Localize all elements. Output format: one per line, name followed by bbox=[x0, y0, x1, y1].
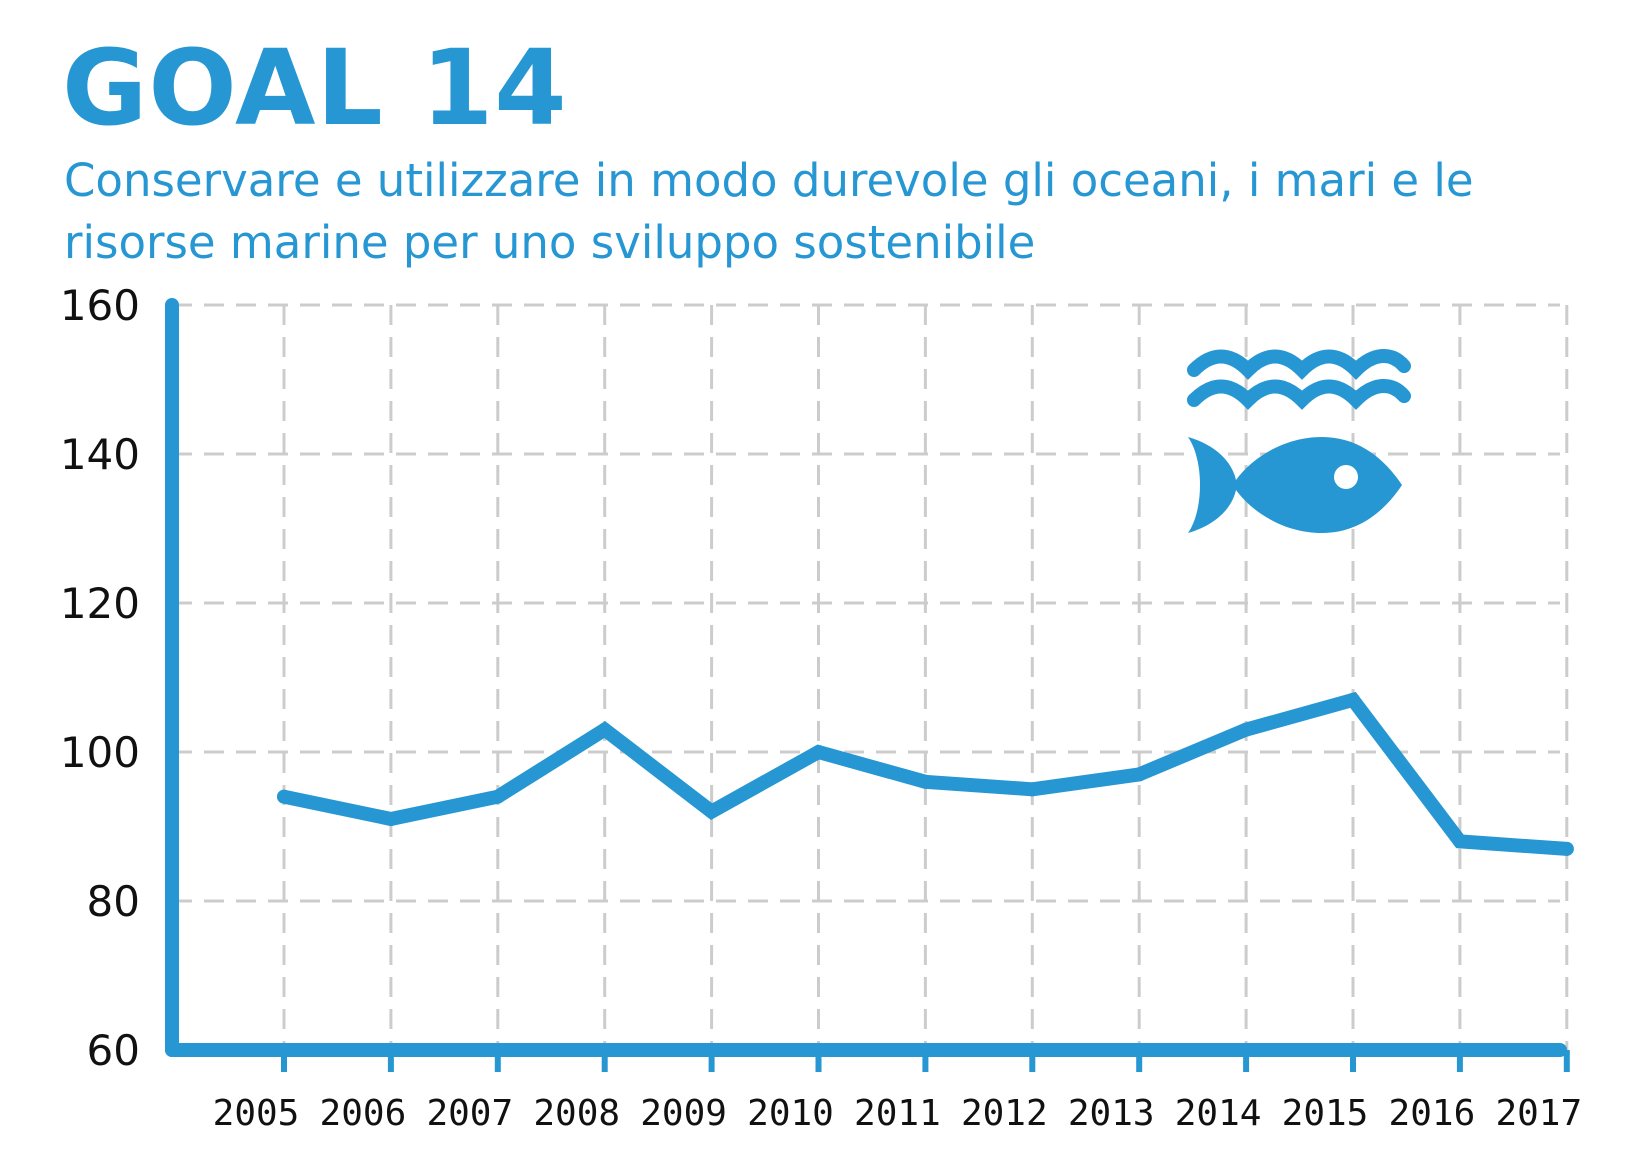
x-tick-label: 2005 bbox=[213, 1093, 300, 1134]
x-tick-label: 2006 bbox=[320, 1093, 407, 1134]
data-point bbox=[1452, 834, 1467, 849]
x-tick-label: 2015 bbox=[1282, 1093, 1369, 1134]
x-tick-label: 2007 bbox=[426, 1093, 513, 1134]
data-point bbox=[383, 812, 398, 827]
data-point bbox=[1346, 692, 1360, 707]
data-point bbox=[1025, 782, 1040, 797]
x-tick-label: 2014 bbox=[1175, 1093, 1262, 1134]
data-point bbox=[1559, 841, 1574, 856]
x-tick-label: 2009 bbox=[640, 1093, 727, 1134]
x-tick-label: 2012 bbox=[961, 1093, 1048, 1134]
data-point bbox=[1239, 722, 1254, 737]
data-point bbox=[490, 789, 505, 804]
goal-title: GOAL 14 bbox=[62, 27, 568, 149]
data-point bbox=[918, 774, 933, 789]
goal-subtitle: Conservare e utilizzare in modo durevole… bbox=[64, 154, 1474, 269]
y-tick-label: 100 bbox=[60, 728, 140, 777]
x-tick-label: 2017 bbox=[1495, 1093, 1582, 1134]
data-point bbox=[277, 789, 291, 804]
x-tick-label: 2010 bbox=[747, 1093, 834, 1134]
x-tick-label: 2008 bbox=[533, 1093, 620, 1134]
water-fish-icon bbox=[1187, 349, 1411, 533]
y-tick-label: 140 bbox=[60, 430, 140, 479]
y-tick-label: 120 bbox=[60, 579, 140, 628]
axes bbox=[165, 298, 1570, 1072]
data-point bbox=[1132, 767, 1147, 782]
x-tick-label: 2016 bbox=[1389, 1093, 1476, 1134]
gridlines bbox=[172, 303, 1569, 1050]
data-point bbox=[704, 804, 719, 819]
y-tick-label: 80 bbox=[87, 877, 140, 926]
x-tick-label: 2013 bbox=[1068, 1093, 1155, 1134]
y-tick-label: 60 bbox=[87, 1026, 140, 1075]
data-point bbox=[811, 745, 826, 759]
data-point bbox=[597, 722, 612, 737]
x-axis-ticks: 2005 2006 2007 2008 2009 2010 2011 2012 2013 2014… bbox=[213, 1093, 1583, 1134]
y-axis-ticks: 60 80 100 120 140 160 bbox=[60, 281, 140, 1075]
y-tick-label: 160 bbox=[60, 281, 140, 330]
x-tick-label: 2011 bbox=[854, 1093, 941, 1134]
